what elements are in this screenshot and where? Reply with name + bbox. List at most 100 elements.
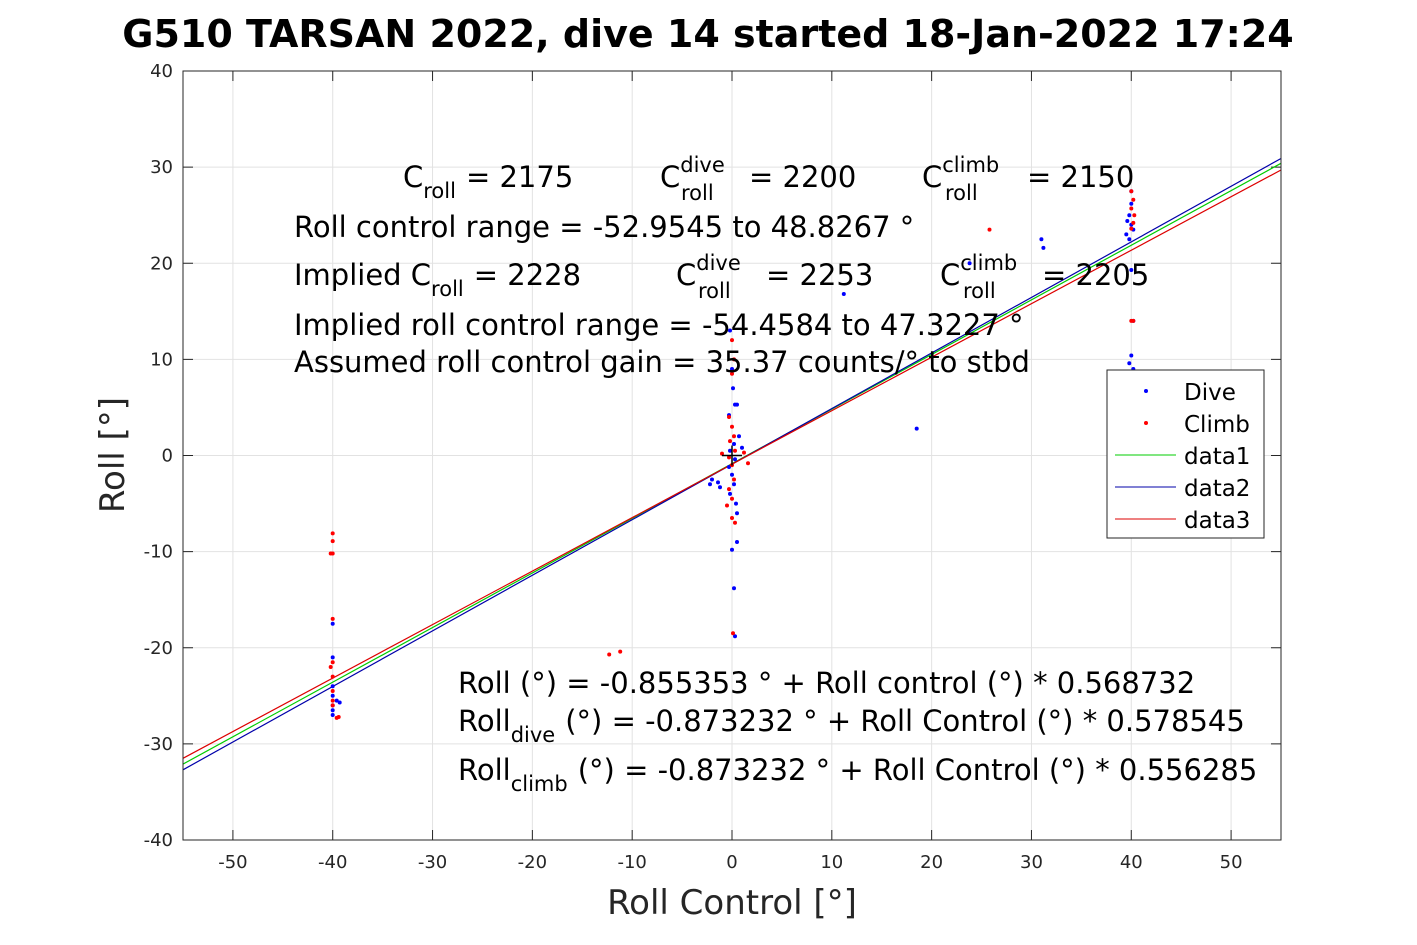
dive-point	[730, 547, 734, 552]
climb-point	[1131, 220, 1136, 225]
climb-point	[330, 703, 335, 708]
climb-point	[1131, 318, 1136, 323]
climb-point	[330, 660, 335, 665]
fit-climb-equation: Rollclimb (°) = -0.873232 ° + Roll Contro…	[458, 753, 1257, 796]
legend-data1-label: data1	[1184, 444, 1250, 470]
climb-point	[330, 539, 335, 544]
dive-point	[337, 700, 342, 705]
y-tick-label: -40	[144, 830, 173, 851]
climb-point	[328, 665, 333, 669]
x-tick-label: 20	[920, 852, 943, 873]
climb-point	[1129, 189, 1134, 194]
climb-point	[725, 503, 729, 508]
roll-control-range: Roll control range = -52.9545 to 48.8267…	[294, 210, 914, 244]
dive-point	[1125, 219, 1130, 223]
dive-point	[1127, 237, 1132, 242]
y-tick-label: 0	[162, 446, 173, 467]
dive-point	[732, 586, 736, 591]
implied-c-roll-climb-value: = 2205	[1042, 258, 1149, 292]
climb-point	[732, 477, 736, 482]
c-roll-climb-value: = 2150	[1027, 160, 1134, 194]
y-tick-label: 20	[150, 253, 173, 274]
climb-point	[730, 371, 734, 376]
dive-point	[728, 448, 732, 453]
dive-point	[914, 426, 919, 431]
y-tick-label: -20	[144, 638, 173, 659]
assumed-gain: Assumed roll control gain = 35.37 counts…	[294, 345, 1030, 379]
dive-point	[1127, 213, 1132, 218]
dive-point	[734, 501, 738, 506]
climb-point	[733, 520, 737, 525]
y-tick-label: 10	[150, 349, 173, 370]
dive-point	[732, 482, 736, 487]
implied-c-roll-dive: Cdive	[676, 251, 741, 292]
climb-point	[727, 415, 731, 419]
climb-point	[328, 551, 333, 556]
legend: Dive Climb data1 data2 data3	[1106, 369, 1265, 539]
climb-point	[607, 652, 612, 657]
climb-point	[731, 631, 735, 636]
climb-point	[1129, 206, 1134, 211]
legend-dive-marker	[1144, 389, 1148, 393]
implied-c-roll-dive-value: = 2253	[766, 258, 873, 292]
dive-point	[330, 655, 335, 660]
origin-marker	[722, 445, 742, 466]
x-tick-label: -20	[518, 852, 547, 873]
c-roll-climb-sub: roll	[945, 181, 978, 205]
climb-point	[728, 439, 732, 444]
climb-point	[742, 450, 746, 455]
dive-point	[1129, 201, 1134, 206]
climb-point	[727, 487, 731, 492]
c-roll-dive-value: = 2200	[749, 160, 856, 194]
x-tick-label: 40	[1120, 852, 1143, 873]
y-tick-label: 30	[150, 157, 173, 178]
c-roll-dive-annotation: Cdive	[660, 153, 725, 194]
legend-dive-label: Dive	[1184, 380, 1236, 406]
dive-point	[710, 477, 714, 482]
climb-point	[746, 461, 750, 466]
dive-point	[737, 434, 741, 439]
y-tick-label: -10	[144, 542, 173, 563]
x-tick-label: 30	[1020, 852, 1043, 873]
climb-point	[730, 338, 734, 343]
dive-point	[330, 684, 335, 689]
climb-point	[732, 434, 736, 439]
implied-c-roll-climb-sub: roll	[963, 279, 996, 303]
dive-point	[1041, 245, 1046, 250]
climb-point	[330, 698, 335, 703]
climb-point	[330, 689, 335, 693]
legend-climb-label: Climb	[1184, 412, 1250, 438]
c-roll-dive-sub: roll	[681, 181, 714, 205]
legend-box	[1106, 369, 1265, 539]
dive-point	[841, 292, 846, 296]
dive-point	[740, 445, 744, 450]
dive-point	[330, 713, 335, 717]
dive-point	[967, 261, 972, 266]
dive-point	[732, 442, 736, 446]
dive-point	[1129, 353, 1134, 358]
climb-point	[730, 496, 734, 501]
climb-point	[987, 227, 992, 232]
climb-point	[730, 516, 734, 520]
fit-all-equation: Roll (°) = -0.855353 ° + Roll control (°…	[458, 666, 1195, 700]
climb-point	[732, 357, 736, 362]
dive-point	[330, 708, 335, 713]
climb-point	[730, 424, 734, 429]
dive-point	[730, 367, 734, 371]
implied-c-roll: Implied Croll = 2228	[294, 258, 581, 301]
climb-point	[330, 531, 335, 536]
climb-point	[733, 448, 737, 453]
climb-point	[336, 715, 341, 719]
implied-range: Implied roll control range = -54.4584 to…	[294, 308, 1024, 342]
x-tick-label: 50	[1220, 852, 1243, 873]
y-tick-label: -30	[144, 734, 173, 755]
dive-point	[735, 402, 739, 407]
dive-point	[735, 540, 739, 544]
climb-point	[1131, 197, 1136, 202]
implied-c-roll-dive-sub: roll	[698, 279, 731, 303]
x-tick-label: 10	[820, 852, 843, 873]
dive-point	[1039, 237, 1044, 242]
x-tick-label: -50	[218, 852, 247, 873]
chart-title: G510 TARSAN 2022, dive 14 started 18-Jan…	[122, 12, 1293, 56]
climb-point	[330, 674, 335, 679]
